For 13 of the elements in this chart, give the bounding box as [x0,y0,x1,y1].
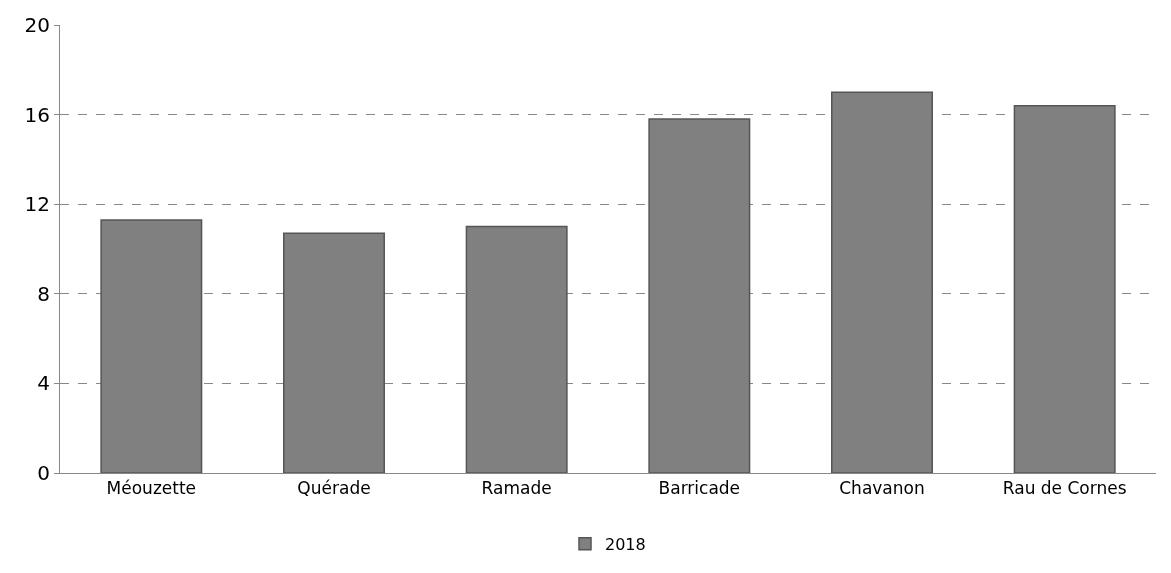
legend-label: 2018 [605,534,646,554]
y-tick-label: 12 [24,192,50,217]
y-tick-label: 0 [37,461,50,485]
x-tick-label: Rau de Cornes [1002,478,1127,499]
x-tick-label: Quérade [297,478,371,499]
x-tick-label: Ramade [481,478,552,499]
y-tick-label: 8 [37,281,50,306]
y-tick-label: 4 [37,371,50,396]
x-tick-label: Barricade [658,478,741,499]
y-tick-label: 16 [24,102,50,127]
x-tick-label: Méouzette [106,478,197,499]
x-tick-label: Chavanon [839,478,925,499]
y-tick-label: 20 [24,13,50,37]
